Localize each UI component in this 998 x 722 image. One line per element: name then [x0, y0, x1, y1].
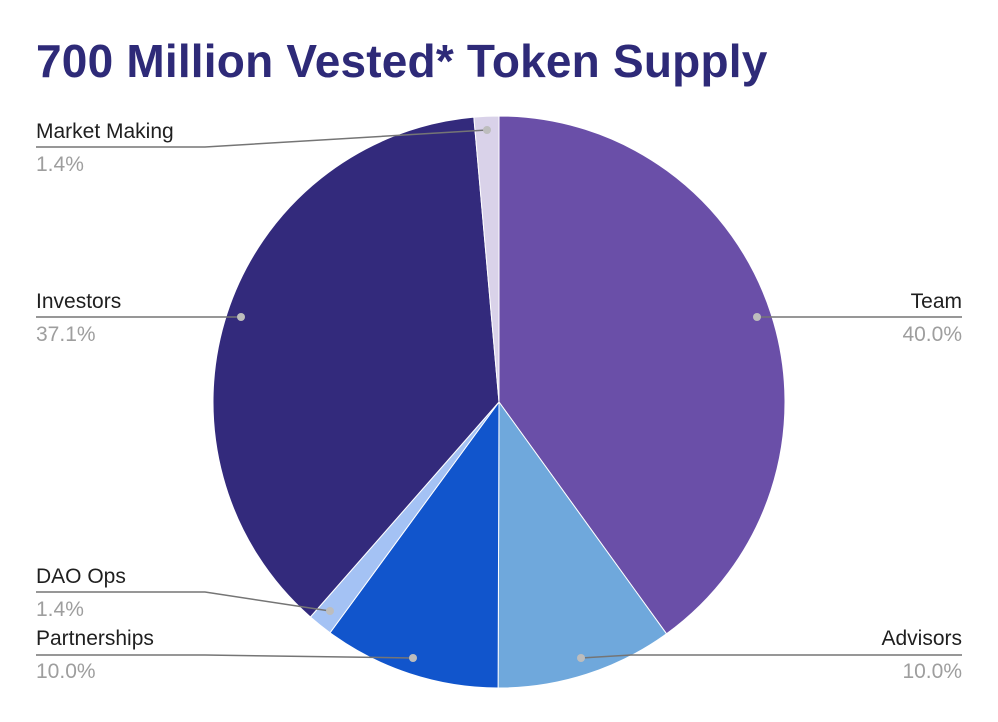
leader-dot-team	[753, 313, 761, 321]
slice-value-team: 40.0%	[902, 323, 962, 346]
slice-label-team: Team	[911, 290, 962, 313]
slice-label-advisors: Advisors	[881, 627, 962, 650]
pie-slice-team	[498, 115, 786, 635]
pie-slice-investors	[212, 116, 500, 618]
leader-dot-dao-ops	[326, 607, 334, 615]
leader-lines	[36, 126, 962, 662]
leader-line-dao-ops	[36, 591, 331, 612]
pie-slices	[212, 115, 786, 689]
leader-dot-investors	[237, 313, 245, 321]
slice-label-dao-ops: DAO Ops	[36, 565, 126, 588]
slice-label-partnerships: Partnerships	[36, 627, 154, 650]
pie-slice-advisors	[497, 400, 668, 689]
pie-slice-market-making	[473, 115, 500, 403]
slice-labels: Team 40.0% Advisors 10.0% Partnerships 10.0% D…	[36, 120, 962, 683]
leader-line-partnerships	[36, 654, 414, 659]
slice-label-investors: Investors	[36, 290, 121, 313]
slice-value-advisors: 10.0%	[902, 660, 962, 683]
leader-line-market-making	[36, 129, 488, 148]
slice-value-partnerships: 10.0%	[36, 660, 96, 683]
leader-dot-market-making	[483, 126, 491, 134]
pie-slice-partnerships	[329, 400, 500, 689]
slice-value-dao-ops: 1.4%	[36, 598, 84, 621]
leader-dot-advisors	[577, 654, 585, 662]
leader-line-advisors	[580, 654, 962, 659]
slice-value-market-making: 1.4%	[36, 153, 84, 176]
slice-label-market-making: Market Making	[36, 120, 174, 143]
slice-value-investors: 37.1%	[36, 323, 96, 346]
chart-title: 700 Million Vested* Token Supply	[36, 35, 768, 87]
leader-dot-partnerships	[409, 654, 417, 662]
